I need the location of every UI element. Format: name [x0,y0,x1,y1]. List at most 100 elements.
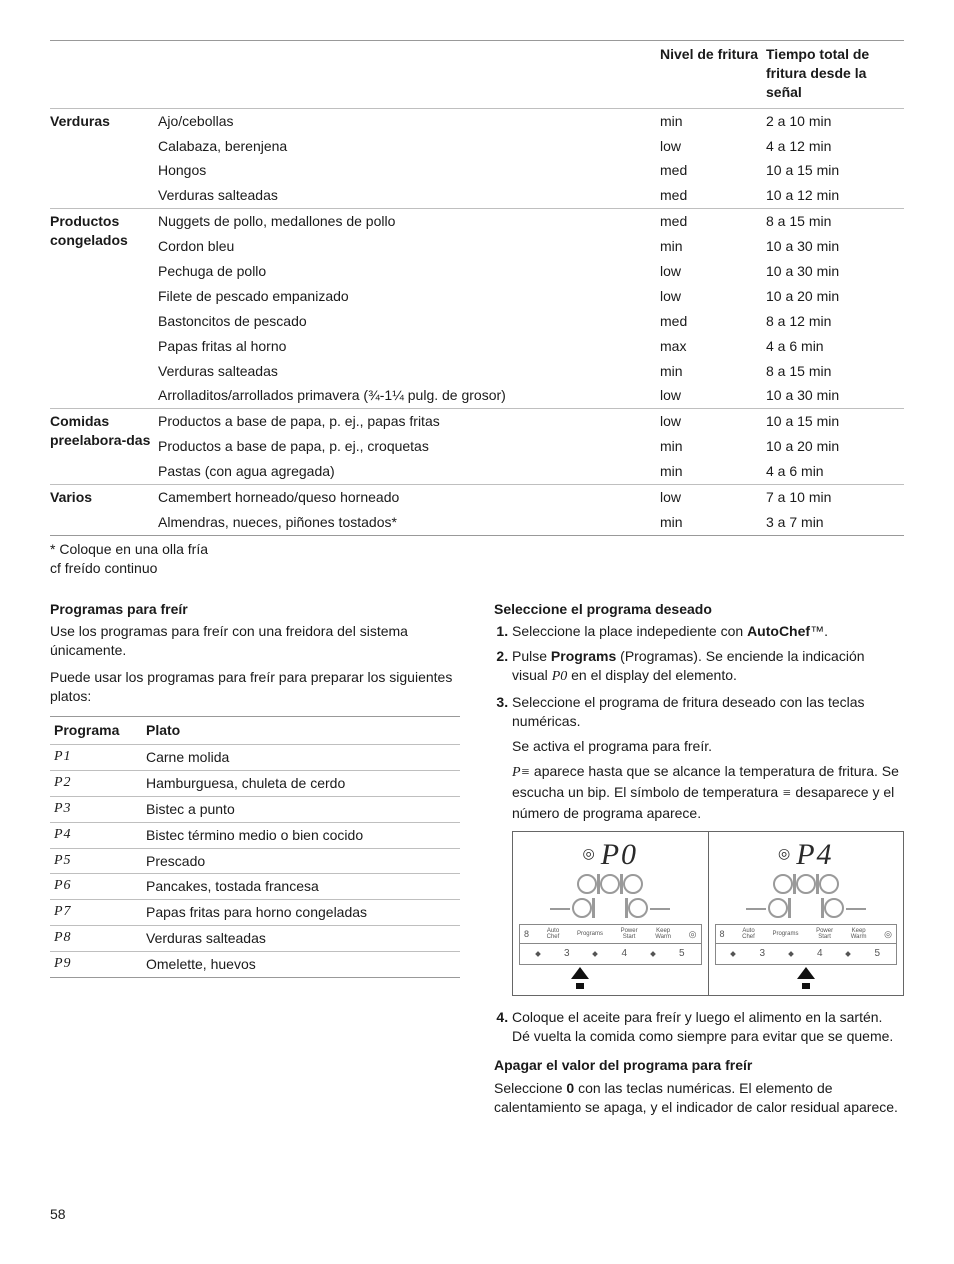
table-row: Productos congeladosNuggets de pollo, me… [50,209,904,234]
btn-power-icon: ◎ [884,930,892,939]
item-cell: Hongos [158,158,660,183]
level-cell: min [660,459,766,484]
category-cell: Varios [50,485,158,536]
time-cell: 10 a 12 min [766,183,904,208]
time-cell: 8 a 15 min [766,209,904,234]
prog-dish: Hamburguesa, chuleta de cerdo [142,770,460,796]
prog-dish: Omelette, huevos [142,952,460,978]
time-cell: 2 a 10 min [766,108,904,133]
item-cell: Arrolladitos/arrollados primavera (¾-1¼ … [158,383,660,408]
s3a: Seleccione el programa de fritura desead… [512,693,904,731]
left-p2: Puede usar los programas para freír para… [50,668,460,706]
time-cell: 10 a 20 min [766,284,904,309]
th-time: Tiempo total de fritura desde la señal [766,41,904,109]
burner-bot [715,898,898,918]
time-cell: 4 a 12 min [766,134,904,159]
program-table: Programa Plato P1Carne molidaP2Hamburgue… [50,716,460,978]
n5: 5 [679,947,685,961]
step-2: Pulse Programs (Programas). Se enciende … [512,647,904,687]
prog-code: P4 [50,822,142,848]
step-3: Seleccione el programa de fritura desead… [512,693,904,996]
left-column: Programas para freír Use los programas p… [50,600,460,1125]
s1b: AutoChef [747,623,810,639]
prog-dish: Carne molida [142,744,460,770]
heading-select: Seleccione el programa deseado [494,600,904,619]
prog-th-dish: Plato [142,717,460,745]
s3b: Se activa el programa para freír. [512,737,904,756]
prog-code: P6 [50,874,142,900]
level-cell: low [660,485,766,510]
steps-list: Seleccione la place indepediente con Aut… [494,622,904,1046]
item-cell: Cordon bleu [158,234,660,259]
table-row: Productos a base de papa, p. ej., croque… [50,434,904,459]
prog-th-code: Programa [50,717,142,745]
heading-off: Apagar el valor del programa para freír [494,1056,904,1075]
time-cell: 7 a 10 min [766,485,904,510]
display-panels: ◎P0 8 AutoChef Programs PowerStart KeepW… [512,831,904,997]
burner-top [519,874,702,894]
heading-programs: Programas para freír [50,600,460,619]
time-cell: 4 a 6 min [766,334,904,359]
time-cell: 10 a 15 min [766,409,904,434]
table-row: VariosCamembert horneado/queso horneadol… [50,485,904,510]
level-cell: med [660,183,766,208]
n4: 4 [621,947,627,961]
level-cell: low [660,134,766,159]
item-cell: Productos a base de papa, p. ej., papas … [158,409,660,434]
item-cell: Productos a base de papa, p. ej., croque… [158,434,660,459]
time-cell: 10 a 30 min [766,383,904,408]
s1c: ™. [810,623,828,639]
panel-right: ◎P4 8 AutoChef Programs PowerStart KeepW… [708,832,904,996]
panelA: P0 [601,838,638,871]
page-number: 58 [50,1205,904,1224]
step-4: Coloque el aceite para freír y luego el … [512,1008,904,1046]
item-cell: Filete de pescado empanizado [158,284,660,309]
level-cell: med [660,158,766,183]
item-cell: Nuggets de pollo, medallones de pollo [158,209,660,234]
table-row: P1Carne molida [50,744,460,770]
s3c-code: P≡ [512,765,530,780]
th-blank1 [50,41,158,109]
level-cell: low [660,383,766,408]
time-cell: 8 a 12 min [766,309,904,334]
table-row: Verduras salteadasmin8 a 15 min [50,359,904,384]
table-row: Verduras salteadasmed10 a 12 min [50,183,904,208]
time-cell: 8 a 15 min [766,359,904,384]
sun-icon: ◎ [582,847,596,862]
s2code: P0 [552,669,568,684]
btn-8: 8 [524,930,529,939]
panelB: P4 [796,838,833,871]
th-level: Nivel de fritura [660,41,766,109]
prog-code: P2 [50,770,142,796]
prog-code: P5 [50,848,142,874]
prog-code: P8 [50,926,142,952]
item-cell: Ajo/cebollas [158,108,660,133]
panel-left-code: ◎ P0 [519,840,702,870]
panel-right-code: ◎ P4 [715,840,898,870]
table-footnotes: * Coloque en una olla fría cf freído con… [50,540,904,578]
btn-autochef: AutoChef [742,928,755,940]
s2a: Pulse [512,648,551,664]
diamond-icon [788,951,794,957]
burner-bot [519,898,702,918]
s3c-wrap: P≡ aparece hasta que se alcance la tempe… [512,762,904,823]
table-row: Hongosmed10 a 15 min [50,158,904,183]
prog-dish: Verduras salteadas [142,926,460,952]
right-column: Seleccione el programa deseado Seleccion… [494,600,904,1125]
table-row: P5Prescado [50,848,460,874]
item-cell: Bastoncitos de pescado [158,309,660,334]
prog-dish: Bistec a punto [142,796,460,822]
temp-symbol: ≡ [782,786,791,801]
table-row: P3Bistec a punto [50,796,460,822]
level-cell: med [660,209,766,234]
s2b: Programs [551,648,616,664]
footnote-1: * Coloque en una olla fría [50,540,904,559]
level-cell: low [660,284,766,309]
time-cell: 10 a 30 min [766,259,904,284]
table-row: Arrolladitos/arrollados primavera (¾-1¼ … [50,383,904,408]
diamond-icon [535,951,541,957]
table-row: Filete de pescado empanizadolow10 a 20 m… [50,284,904,309]
level-cell: min [660,510,766,535]
btn-programs: Programs [772,931,798,937]
sun-icon: ◎ [778,847,792,862]
